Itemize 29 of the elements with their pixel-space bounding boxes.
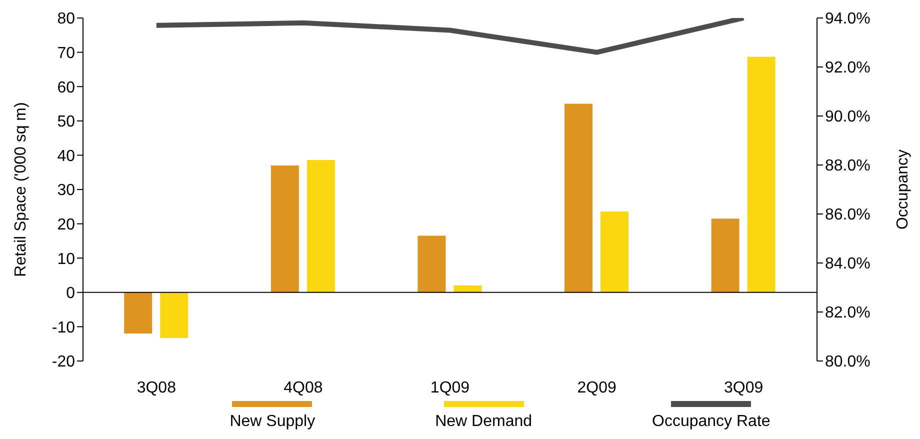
legend-label: New Demand: [435, 413, 532, 431]
y2-tick-label: 80.0%: [825, 354, 870, 371]
y2-axis-title: Occupancy: [894, 149, 912, 230]
x-tick-label: 3Q09: [724, 379, 764, 396]
y2-tick-label: 88.0%: [825, 158, 870, 175]
y-tick-label: 0: [66, 285, 76, 302]
legend-label: New Supply: [230, 413, 316, 431]
y-tick-label: -10: [52, 319, 76, 336]
y2-tick-label: 92.0%: [825, 60, 870, 77]
y-tick-label: 30: [57, 182, 76, 200]
x-tick-label: 1Q09: [430, 379, 470, 396]
y-tick-label: 20: [57, 216, 76, 234]
legend-label: Occupancy Rate: [652, 413, 770, 431]
y-tick-label: 80: [57, 10, 76, 28]
y-tick-label: 70: [57, 44, 76, 62]
y-tick-label: 40: [57, 148, 76, 165]
x-tick-label: 4Q08: [284, 379, 323, 396]
y2-tick-label: 94.0%: [825, 10, 870, 28]
y-axis-title: Retail Space ('000 sq m): [12, 102, 30, 277]
y2-tick-label: 86.0%: [825, 206, 870, 224]
y2-tick-label: 84.0%: [825, 256, 870, 273]
y-tick-label: -20: [52, 354, 76, 371]
x-tick-label: 3Q08: [136, 379, 176, 396]
y-tick-label: 60: [57, 79, 76, 96]
y2-tick-label: 90.0%: [825, 108, 870, 126]
x-tick-label: 2Q09: [577, 379, 616, 396]
y2-tick-label: 82.0%: [825, 304, 870, 322]
y-tick-label: 10: [57, 250, 76, 268]
y-tick-label: 50: [57, 114, 76, 131]
